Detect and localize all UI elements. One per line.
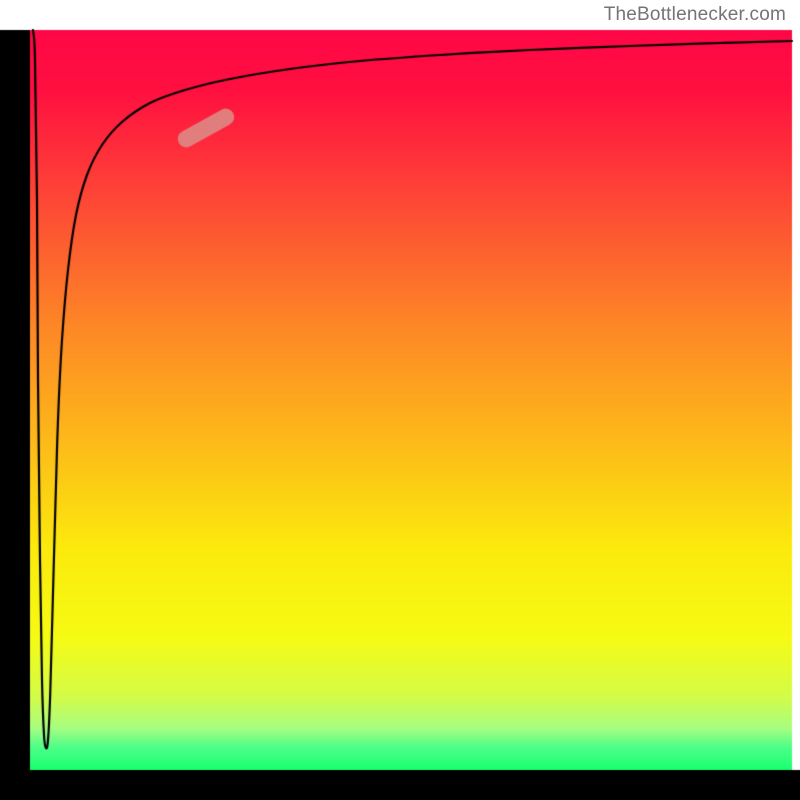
watermark-text: TheBottlenecker.com bbox=[604, 4, 786, 26]
bottleneck-curve-layer bbox=[0, 0, 800, 800]
